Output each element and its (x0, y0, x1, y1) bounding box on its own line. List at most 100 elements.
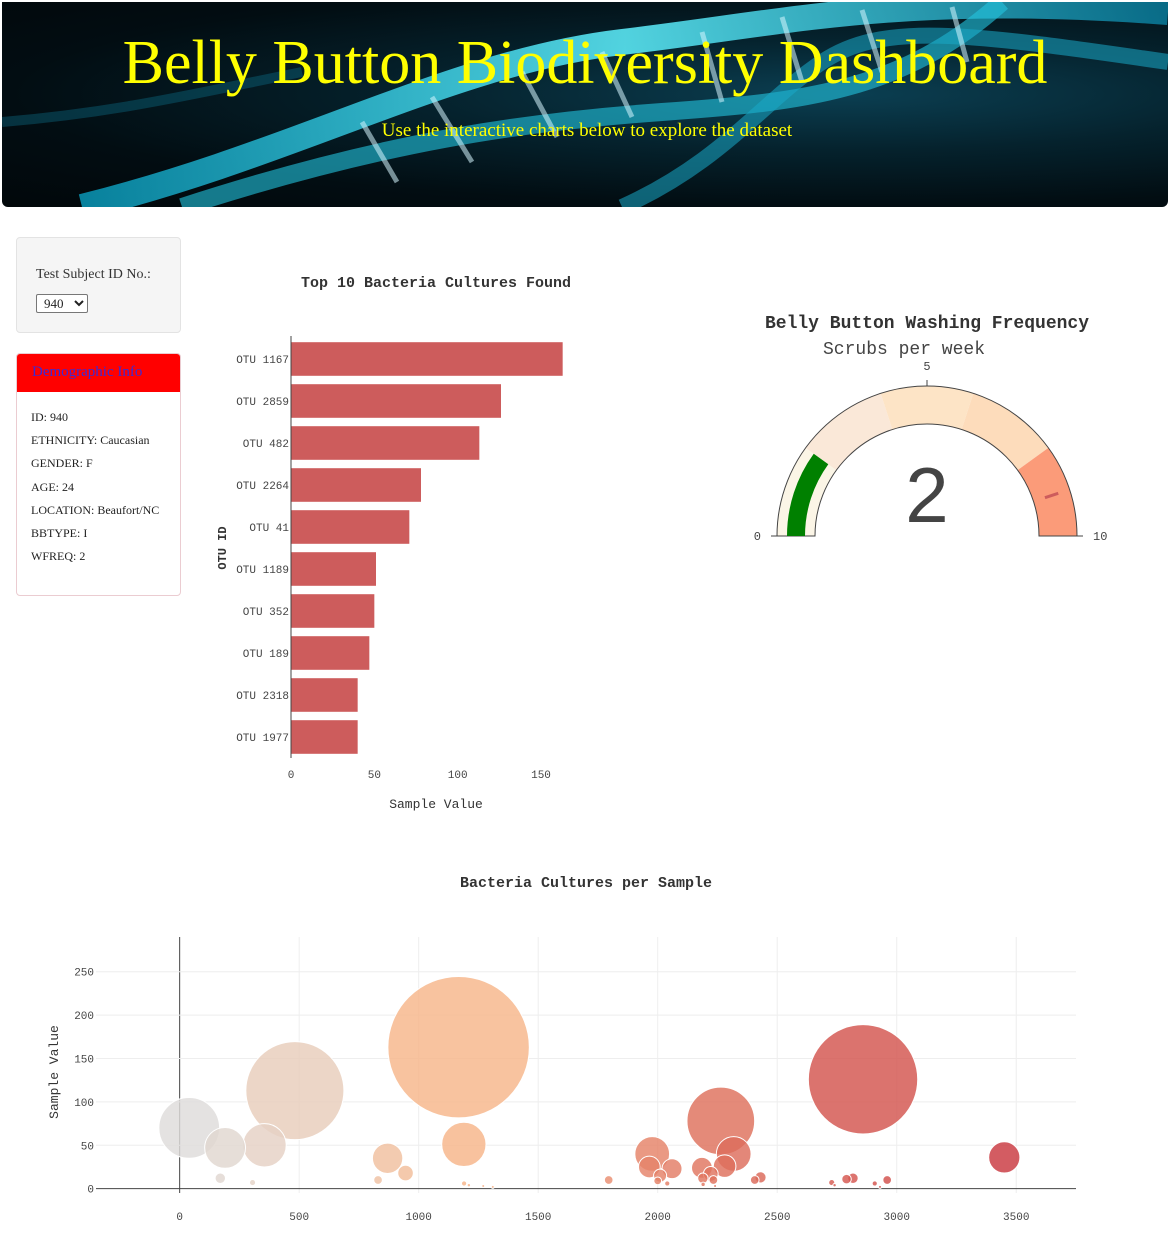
bubble-point (603, 1175, 614, 1185)
bubble-y-tick-label: 150 (74, 1054, 94, 1066)
bar-category-label: OTU 1977 (236, 733, 289, 745)
bubble-point (373, 1175, 383, 1185)
subject-id-dropdown[interactable]: 940 (36, 294, 88, 313)
bubble-x-tick-label: 3000 (884, 1212, 910, 1224)
bubble-y-tick-label: 50 (81, 1141, 94, 1153)
bubble-x-tick-label: 2500 (764, 1212, 790, 1224)
bar-otu-1977 (291, 720, 358, 754)
bubble-y-axis-label: Sample Value (47, 1025, 62, 1119)
bubble-y-tick-label: 100 (74, 1098, 94, 1110)
bubble-x-tick-label: 3500 (1003, 1212, 1029, 1224)
bubble-point (708, 1175, 719, 1185)
bar-category-label: OTU 2264 (236, 481, 289, 493)
bar-x-axis-label: Sample Value (389, 797, 483, 812)
demographic-info-heading: Demographic Info (17, 354, 180, 392)
bubble-y-tick-label: 200 (74, 1011, 94, 1023)
bubble-x-tick-label: 2000 (645, 1212, 671, 1224)
bar-otu-1189 (291, 552, 376, 586)
bar-x-tick-label: 150 (531, 770, 551, 782)
subject-selector-label: Test Subject ID No.: (36, 267, 151, 282)
bar-otu-41 (291, 510, 410, 544)
bubble-point (712, 1154, 737, 1178)
bubble-point (387, 975, 530, 1119)
subject-selector-panel: Test Subject ID No.: 940 (16, 237, 181, 333)
bubble-x-tick-label: 1000 (405, 1212, 431, 1224)
bar-category-label: OTU 1189 (236, 565, 289, 577)
bubble-point (397, 1164, 414, 1182)
bar-x-tick-label: 100 (448, 770, 468, 782)
gauge-subtitle: Scrubs per week (823, 340, 985, 360)
bubble-point (878, 1184, 882, 1189)
bar-otu-1167 (291, 342, 563, 376)
bubble-y-tick-label: 250 (74, 968, 94, 980)
bubble-x-tick-label: 500 (289, 1212, 309, 1224)
bar-otu-2859 (291, 384, 501, 418)
bubble-point (988, 1141, 1021, 1174)
gauge-tick-label: 10 (1093, 530, 1107, 544)
bubble-x-tick-label: 0 (176, 1212, 183, 1224)
bubble-point (481, 1184, 486, 1189)
bubble-point (841, 1173, 852, 1185)
bubble-point (713, 1184, 718, 1189)
bar-category-label: OTU 2859 (236, 397, 289, 409)
demo-row-location: LOCATION: Beaufort/NC (31, 502, 160, 517)
bubble-point (700, 1181, 706, 1187)
bubble-point (249, 1179, 257, 1187)
demographic-info-list: ID: 940 ETHNICITY: Caucasian GENDER: F A… (17, 392, 180, 572)
demo-row-bbtype: BBTYPE: I (31, 525, 88, 540)
bubble-point (882, 1175, 893, 1185)
bar-category-label: OTU 352 (243, 607, 289, 619)
bar-category-label: OTU 1167 (236, 355, 289, 367)
bar-category-label: OTU 482 (243, 439, 289, 451)
bubble-point (242, 1123, 287, 1168)
bar-x-tick-label: 50 (368, 770, 381, 782)
bubble-chart-title: Bacteria Cultures per Sample (460, 875, 712, 892)
gauge-threshold-marker (1044, 491, 1059, 500)
gauge-step-5 (1017, 447, 1077, 536)
bubble-point (441, 1121, 487, 1168)
gauge-step-4 (961, 393, 1049, 471)
demo-row-gender: GENDER: F (31, 456, 93, 471)
washing-frequency-gauge: Belly Button Washing Frequency Scrubs per… (754, 314, 1108, 544)
bar-category-label: OTU 41 (249, 523, 289, 535)
gauge-title: Belly Button Washing Frequency (765, 314, 1089, 334)
demo-row-ethnicity: ETHNICITY: Caucasian (31, 433, 150, 448)
bubble-point (664, 1180, 671, 1187)
demo-row-wfreq: WFREQ: 2 (31, 549, 86, 564)
gauge-value-bar (787, 453, 829, 536)
bar-y-axis-label: OTU ID (216, 526, 230, 569)
demo-row-id: ID: 940 (31, 410, 68, 424)
bubble-point (749, 1175, 760, 1185)
bubble-point (245, 1041, 345, 1141)
bubble-point (832, 1182, 837, 1188)
demographic-info-panel: Demographic Info ID: 940 ETHNICITY: Cauc… (16, 353, 181, 596)
bar-chart-title: Top 10 Bacteria Cultures Found (301, 275, 571, 292)
bar-otu-189 (291, 636, 370, 670)
page-title: Belly Button Biodiversity Dashboard (122, 29, 1048, 97)
bubble-point (371, 1142, 404, 1174)
dna-helix-background (2, 2, 1168, 207)
bubble-point (661, 1158, 683, 1180)
bubble-point (466, 1182, 472, 1188)
bar-otu-2264 (291, 468, 421, 502)
bubble-point (460, 1180, 468, 1187)
bar-otu-2318 (291, 678, 358, 712)
gauge-tick-label: 0 (754, 530, 761, 544)
page-subtitle: Use the interactive charts below to expl… (381, 120, 793, 141)
bar-category-label: OTU 189 (243, 649, 289, 661)
bar-otu-482 (291, 426, 480, 460)
gauge-value-number: 2 (905, 451, 948, 539)
bubble-point (653, 1176, 663, 1186)
bubble-point (204, 1126, 246, 1169)
top10-bar-chart: Top 10 Bacteria Cultures Found OTU 1167 OT… (216, 275, 571, 812)
bubble-point (871, 1180, 878, 1187)
gauge-step-2 (805, 393, 893, 471)
bubble-point (490, 1184, 495, 1189)
demo-row-age: AGE: 24 (31, 479, 74, 494)
gauge-tick-label: 5 (923, 360, 930, 374)
bar-otu-352 (291, 594, 375, 628)
header-banner: Belly Button Biodiversity Dashboard Use … (2, 2, 1168, 207)
bubble-y-tick-label: 0 (87, 1185, 94, 1197)
bubble-point (214, 1172, 226, 1184)
